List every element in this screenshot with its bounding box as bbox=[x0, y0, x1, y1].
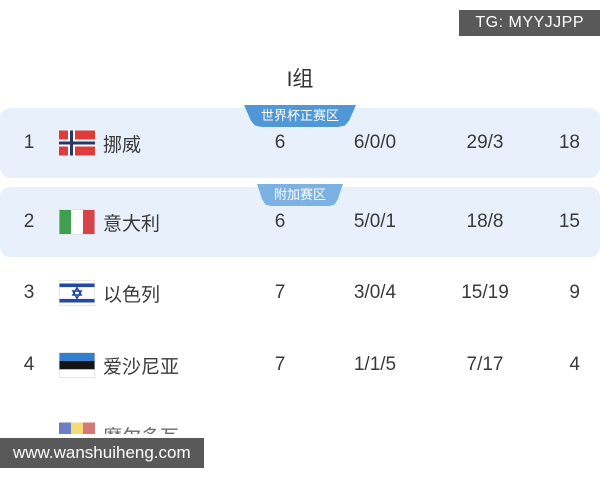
team-name: 意大利 bbox=[103, 213, 161, 235]
goals-cell: 29/3 bbox=[466, 132, 504, 153]
italy-flag-icon bbox=[59, 209, 95, 235]
table-row: 附加赛区 2 意大利 6 5/0/1 18/8 15 bbox=[0, 184, 600, 257]
team-name: 摩尔多瓦 bbox=[103, 400, 179, 435]
watermark-label: www.wanshuiheng.com bbox=[13, 443, 191, 462]
tg-contact-label: TG: MYYJJPP bbox=[475, 14, 584, 31]
played-cell: 7 bbox=[274, 354, 286, 375]
record-cell: 6/0/0 bbox=[353, 132, 397, 153]
table-row: 摩尔多瓦 bbox=[0, 400, 600, 434]
goals-cell: 7/17 bbox=[466, 354, 504, 375]
team-name: 以色列 bbox=[103, 284, 161, 306]
record-cell: 5/0/1 bbox=[353, 211, 397, 232]
record-cell: 1/1/5 bbox=[353, 354, 397, 375]
goals-cell: 15/19 bbox=[461, 282, 509, 303]
team-name: 挪威 bbox=[103, 134, 142, 156]
playoff-zone-badge: 附加赛区 bbox=[256, 184, 344, 206]
table-row: 4 爱沙尼亚 7 1/1/5 7/17 4 bbox=[0, 330, 600, 400]
israel-flag-icon bbox=[59, 280, 95, 306]
goals-cell: 18/8 bbox=[466, 211, 504, 232]
points-cell: 9 bbox=[569, 282, 580, 303]
rank-cell: 3 bbox=[23, 282, 35, 303]
tg-contact-badge: TG: MYYJJPP bbox=[459, 10, 600, 36]
table-row-partial: 摩尔多瓦 bbox=[0, 400, 600, 434]
points-cell: 4 bbox=[569, 354, 580, 375]
watermark-badge: www.wanshuiheng.com bbox=[0, 438, 204, 468]
played-cell: 7 bbox=[274, 282, 286, 303]
rank-cell: 1 bbox=[23, 132, 35, 153]
group-title: I组 bbox=[286, 68, 314, 91]
points-cell: 15 bbox=[558, 211, 580, 232]
world-cup-zone-badge: 世界杯正赛区 bbox=[243, 105, 357, 127]
played-cell: 6 bbox=[274, 211, 286, 232]
moldova-flag-icon bbox=[59, 422, 95, 434]
table-row: 3 以色列 7 3/0/4 15/19 9 bbox=[0, 258, 600, 328]
table-row: 世界杯正赛区 1 挪威 6 6/0/0 29/3 18 bbox=[0, 105, 600, 178]
played-cell: 6 bbox=[274, 132, 286, 153]
rank-cell: 4 bbox=[23, 354, 35, 375]
estonia-flag-icon bbox=[59, 352, 95, 378]
norway-flag-icon bbox=[59, 130, 95, 156]
record-cell: 3/0/4 bbox=[353, 282, 397, 303]
points-cell: 18 bbox=[558, 132, 580, 153]
rank-cell: 2 bbox=[23, 211, 35, 232]
team-name: 爱沙尼亚 bbox=[103, 356, 180, 378]
